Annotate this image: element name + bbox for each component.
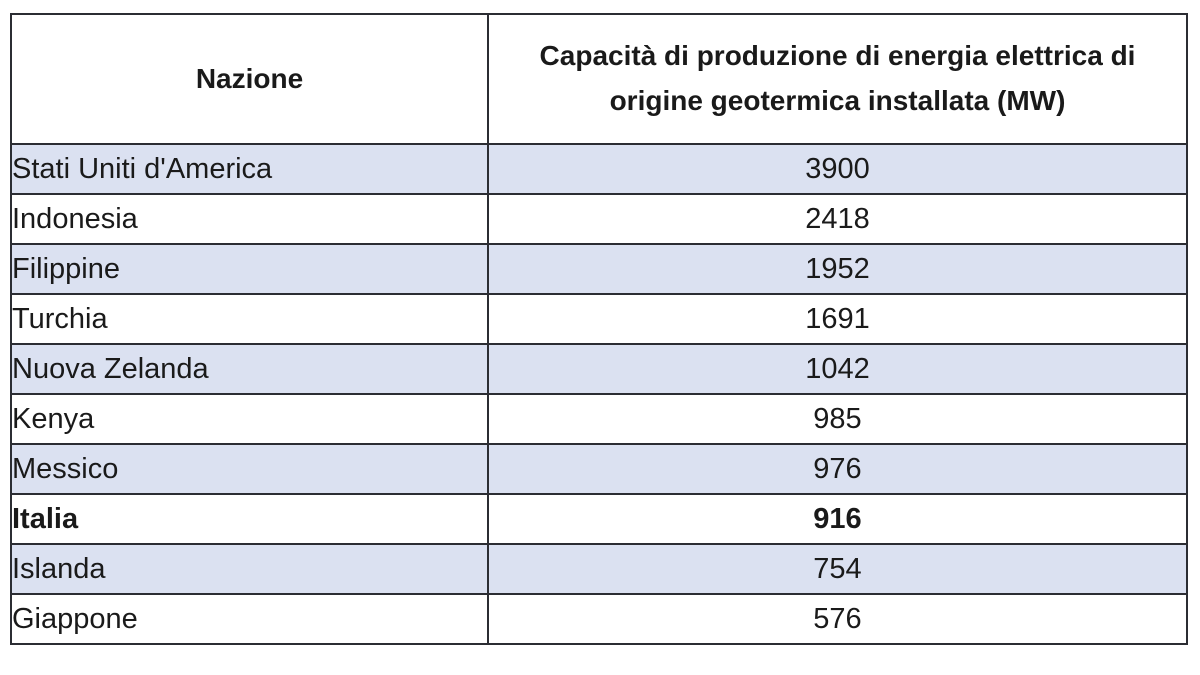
table-row: Giappone 576 [10, 593, 1188, 645]
capacity-cell: 1042 [487, 343, 1188, 395]
table-row: Nuova Zelanda 1042 [10, 343, 1188, 395]
capacity-cell: 985 [487, 393, 1188, 445]
capacity-cell: 2418 [487, 193, 1188, 245]
column-header-capacity: Capacità di produzione di energia elettr… [487, 13, 1188, 145]
nation-cell: Islanda [10, 543, 489, 595]
nation-cell: Kenya [10, 393, 489, 445]
header-row: Nazione Capacità di produzione di energi… [10, 13, 1188, 145]
nation-cell: Turchia [10, 293, 489, 345]
table-row: Italia 916 [10, 493, 1188, 545]
capacity-cell: 1691 [487, 293, 1188, 345]
capacity-cell: 976 [487, 443, 1188, 495]
table-row: Islanda 754 [10, 543, 1188, 595]
nation-cell: Indonesia [10, 193, 489, 245]
nation-cell: Filippine [10, 243, 489, 295]
table-row: Stati Uniti d'America 3900 [10, 143, 1188, 195]
capacity-cell: 3900 [487, 143, 1188, 195]
table-row: Kenya 985 [10, 393, 1188, 445]
capacity-cell: 754 [487, 543, 1188, 595]
table-body: Stati Uniti d'America 3900 Indonesia 241… [10, 143, 1188, 645]
capacity-cell: 576 [487, 593, 1188, 645]
table-row: Messico 976 [10, 443, 1188, 495]
table-header: Nazione Capacità di produzione di energi… [10, 13, 1188, 145]
table-row: Turchia 1691 [10, 293, 1188, 345]
capacity-cell: 916 [487, 493, 1188, 545]
nation-cell: Italia [10, 493, 489, 545]
table-row: Filippine 1952 [10, 243, 1188, 295]
nation-cell: Nuova Zelanda [10, 343, 489, 395]
capacity-cell: 1952 [487, 243, 1188, 295]
geothermal-capacity-table: Nazione Capacità di produzione di energi… [10, 13, 1188, 645]
table-row: Indonesia 2418 [10, 193, 1188, 245]
nation-cell: Messico [10, 443, 489, 495]
nation-cell: Giappone [10, 593, 489, 645]
column-header-nation: Nazione [10, 13, 489, 145]
nation-cell: Stati Uniti d'America [10, 143, 489, 195]
